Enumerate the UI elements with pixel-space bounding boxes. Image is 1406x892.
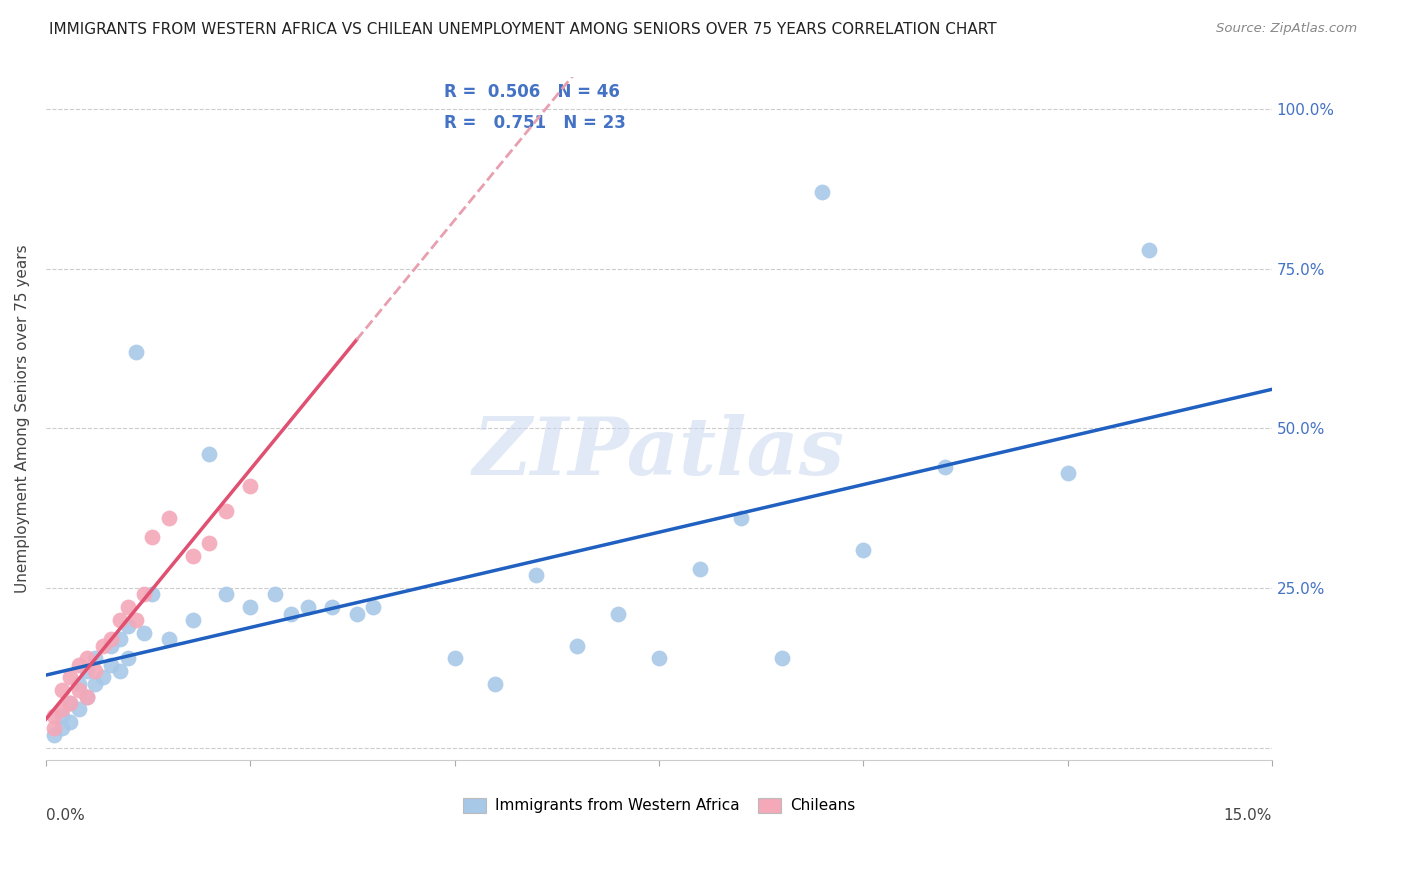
Point xyxy=(934,459,956,474)
Point xyxy=(44,708,66,723)
Text: IMMIGRANTS FROM WESTERN AFRICA VS CHILEAN UNEMPLOYMENT AMONG SENIORS OVER 75 YEA: IMMIGRANTS FROM WESTERN AFRICA VS CHILEA… xyxy=(49,22,997,37)
Point xyxy=(76,664,98,678)
Point xyxy=(84,664,107,678)
Point xyxy=(59,696,82,710)
Point xyxy=(59,670,82,684)
Point xyxy=(689,562,711,576)
Point xyxy=(297,600,319,615)
Point xyxy=(361,600,384,615)
Point xyxy=(76,690,98,704)
Point xyxy=(125,345,148,359)
Point xyxy=(117,651,139,665)
Text: ZIPatlas: ZIPatlas xyxy=(472,414,845,491)
Point xyxy=(524,568,547,582)
Y-axis label: Unemployment Among Seniors over 75 years: Unemployment Among Seniors over 75 years xyxy=(15,244,30,593)
Point xyxy=(1137,243,1160,257)
Point xyxy=(239,479,262,493)
Point xyxy=(117,619,139,633)
Point xyxy=(67,657,90,672)
Point xyxy=(51,702,73,716)
Point xyxy=(567,639,589,653)
Point xyxy=(141,530,163,544)
Text: Source: ZipAtlas.com: Source: ZipAtlas.com xyxy=(1216,22,1357,36)
Text: 15.0%: 15.0% xyxy=(1223,808,1272,823)
Point xyxy=(91,670,114,684)
Text: R =  0.506   N = 46: R = 0.506 N = 46 xyxy=(444,83,620,101)
Point xyxy=(44,728,66,742)
Point xyxy=(108,664,131,678)
Point xyxy=(321,600,343,615)
Point xyxy=(84,651,107,665)
Point xyxy=(157,511,180,525)
Point xyxy=(181,549,204,563)
Point xyxy=(67,683,90,698)
Point xyxy=(280,607,302,621)
Point xyxy=(215,587,238,601)
Point xyxy=(44,722,66,736)
Point xyxy=(141,587,163,601)
Point xyxy=(198,447,221,461)
Point xyxy=(108,613,131,627)
Point xyxy=(125,613,148,627)
Legend: Immigrants from Western Africa, Chileans: Immigrants from Western Africa, Chileans xyxy=(456,790,863,821)
Point xyxy=(215,504,238,518)
Point xyxy=(648,651,671,665)
Point xyxy=(198,536,221,550)
Point xyxy=(157,632,180,647)
Point xyxy=(181,613,204,627)
Point xyxy=(108,632,131,647)
Point xyxy=(346,607,368,621)
Point xyxy=(100,639,122,653)
Point xyxy=(443,651,465,665)
Point xyxy=(100,632,122,647)
Point xyxy=(76,690,98,704)
Point xyxy=(730,511,752,525)
Point xyxy=(51,683,73,698)
Point xyxy=(607,607,630,621)
Point xyxy=(51,708,73,723)
Point xyxy=(263,587,285,601)
Point xyxy=(117,600,139,615)
Point xyxy=(59,696,82,710)
Point xyxy=(100,657,122,672)
Text: 0.0%: 0.0% xyxy=(46,808,84,823)
Text: R =   0.751   N = 23: R = 0.751 N = 23 xyxy=(444,114,626,132)
Point xyxy=(76,651,98,665)
Point xyxy=(67,702,90,716)
Point xyxy=(484,677,506,691)
Point xyxy=(132,587,155,601)
Point xyxy=(84,677,107,691)
Point xyxy=(91,639,114,653)
Point xyxy=(51,722,73,736)
Point xyxy=(811,186,834,200)
Point xyxy=(59,715,82,730)
Point xyxy=(770,651,793,665)
Point xyxy=(1056,466,1078,480)
Point xyxy=(852,542,875,557)
Point xyxy=(132,625,155,640)
Point xyxy=(67,677,90,691)
Point xyxy=(239,600,262,615)
